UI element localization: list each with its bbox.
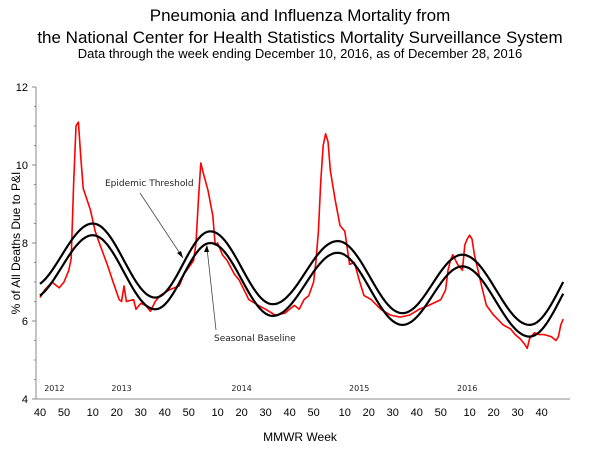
x-tick-label: 20	[487, 407, 499, 419]
x-tick-label: 50	[307, 407, 319, 419]
x-tick-label: 30	[259, 407, 271, 419]
threshold-arrowhead-icon	[177, 251, 183, 258]
y-tick-label: 8	[22, 238, 28, 250]
x-tick-label: 40	[535, 407, 547, 419]
year-label: 2013	[111, 384, 131, 393]
annotation-epidemic-threshold: Epidemic Threshold	[105, 179, 194, 189]
x-tick-label: 40	[34, 407, 46, 419]
x-tick-label: 10	[87, 407, 99, 419]
x-tick-label: 50	[435, 407, 447, 419]
year-label: 2012	[44, 384, 64, 393]
x-tick-label: 10	[211, 407, 223, 419]
chart-title-line-2: the National Center for Health Statistic…	[37, 28, 563, 47]
x-tick-label: 30	[511, 407, 523, 419]
x-tick-label: 20	[111, 407, 123, 419]
annotation-seasonal-baseline: Seasonal Baseline	[214, 334, 296, 344]
threshold-arrow	[139, 192, 184, 259]
x-tick-label: 20	[235, 407, 247, 419]
x-tick-label: 50	[183, 407, 195, 419]
baseline-arrow	[206, 247, 217, 331]
x-tick-label: 30	[387, 407, 399, 419]
y-tick-label: 12	[16, 82, 28, 94]
chart-title-line-1: Pneumonia and Influenza Mortality from	[149, 6, 451, 25]
chart-subtitle: Data through the week ending December 10…	[77, 46, 523, 61]
x-tick-label: 40	[411, 407, 423, 419]
x-tick-label: 30	[135, 407, 147, 419]
y-axis-label: % of All Deaths Due to P&I	[9, 172, 23, 315]
year-label: 2016	[457, 384, 477, 393]
y-tick-label: 6	[22, 316, 28, 328]
threshold-series-line	[39, 222, 565, 326]
x-tick-label: 10	[339, 407, 351, 419]
x-tick-label: 40	[159, 407, 171, 419]
y-tick-label: 4	[22, 394, 28, 406]
baseline-arrowhead-icon	[204, 245, 209, 252]
year-label: 2014	[231, 384, 251, 393]
x-tick-label: 50	[58, 407, 70, 419]
year-label: 2015	[349, 384, 369, 393]
y-tick-label: 10	[16, 160, 28, 172]
baseline-series-line	[39, 234, 565, 338]
x-tick-label: 20	[363, 407, 375, 419]
x-axis-label: MMWR Week	[263, 430, 338, 444]
x-tick-label: 40	[283, 407, 295, 419]
x-tick-label: 10	[463, 407, 475, 419]
observed-series-line	[39, 121, 564, 350]
